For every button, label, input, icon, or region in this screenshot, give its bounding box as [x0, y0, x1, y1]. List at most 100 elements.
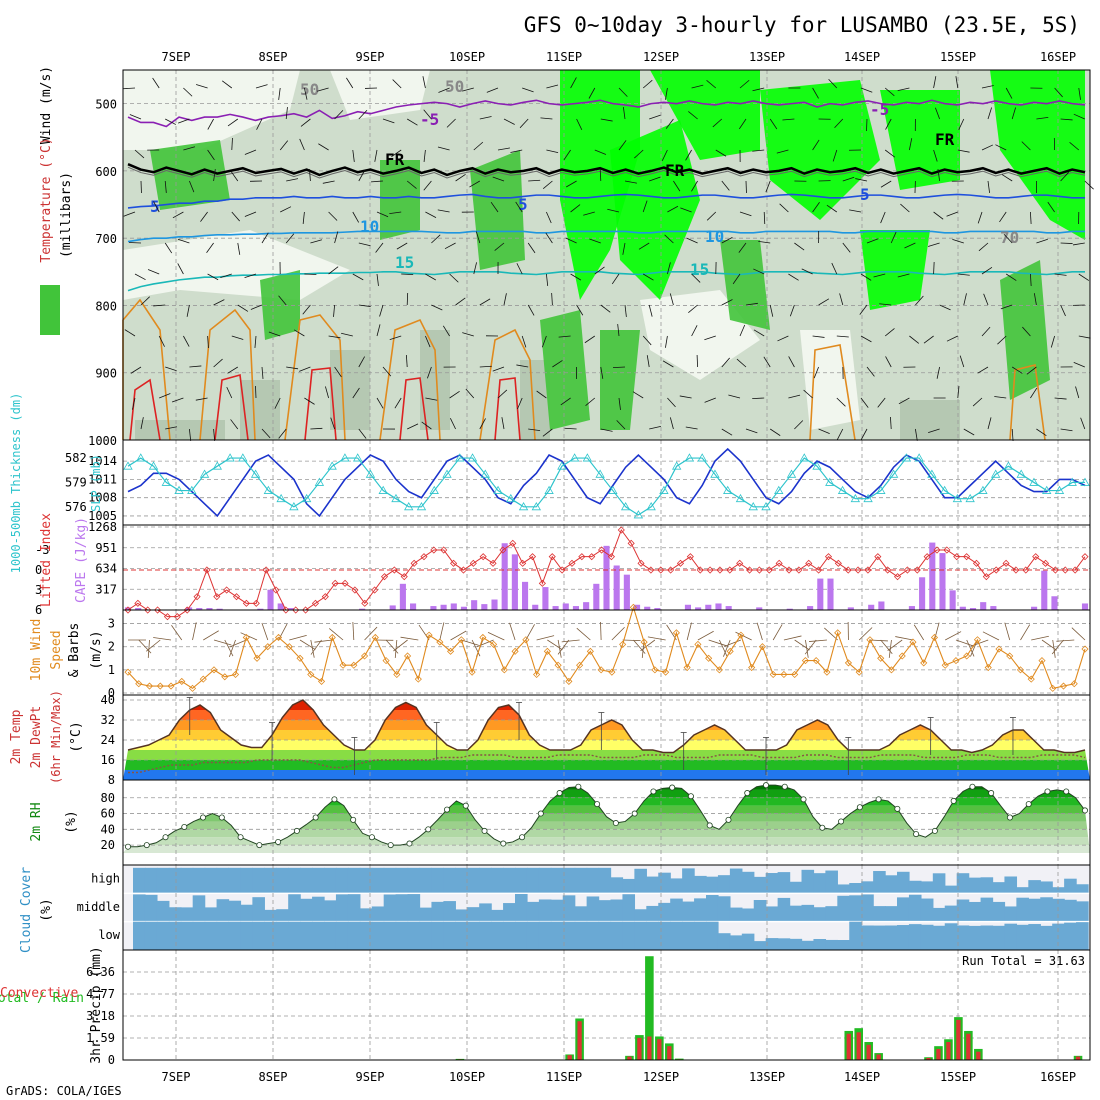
cloud-cell	[359, 921, 373, 950]
lifted-index-point	[262, 566, 270, 574]
wind-barb	[449, 273, 459, 283]
wind10-barb	[224, 639, 234, 657]
wind-barb	[842, 242, 851, 253]
rh-moist-region	[860, 230, 930, 310]
wind-barb	[909, 335, 920, 344]
wind-barb	[375, 242, 384, 253]
wind10-barb	[213, 639, 232, 646]
wind-barb	[497, 389, 508, 399]
cloud-cell	[598, 900, 612, 922]
cloud-cell	[538, 921, 552, 950]
rh-point	[406, 840, 413, 847]
wind-barb	[1030, 273, 1032, 287]
lifted-index-point	[785, 566, 793, 574]
wind-barb	[739, 79, 750, 89]
contour-label: 5	[150, 197, 160, 216]
rh-point	[237, 834, 244, 841]
cape-bar	[827, 578, 834, 610]
bottom-day-label: 7SEP	[162, 1070, 191, 1084]
cape-bar	[277, 603, 284, 610]
wind-barb	[570, 273, 582, 281]
wind-barb	[600, 366, 604, 379]
cloud-level-label: low	[98, 928, 120, 942]
wind10-point	[694, 640, 702, 648]
wind-barb	[285, 233, 295, 244]
wind-barb	[1078, 273, 1090, 281]
wind-barb	[177, 263, 184, 275]
wind-barb	[304, 397, 315, 405]
cloud-cell	[431, 901, 445, 922]
wind-barb	[425, 211, 437, 218]
wind-barb	[836, 428, 844, 440]
wind-barb	[328, 266, 339, 275]
cloud-cell	[228, 867, 242, 894]
wind-barb	[880, 211, 886, 224]
wind10-barb	[982, 631, 1000, 641]
wind-barb	[732, 273, 741, 285]
rh-moist-region	[260, 270, 300, 340]
wind-barb	[200, 211, 208, 222]
precip-conv-bar	[856, 1032, 861, 1060]
wind-barb	[946, 335, 958, 342]
wind-barb	[473, 141, 484, 151]
cloud-cell	[1064, 922, 1077, 950]
top-day-label: 11SEP	[546, 50, 582, 64]
precip-conv-bar	[667, 1046, 672, 1060]
wind-barb	[691, 180, 698, 192]
cape-bar	[359, 608, 366, 610]
wind-barb	[152, 77, 160, 89]
cape-bar	[949, 590, 956, 610]
cape-bar	[410, 603, 417, 610]
wind-barb	[304, 273, 317, 275]
wind-barb	[455, 173, 466, 182]
cloud-cell	[825, 906, 838, 922]
wind-barb	[186, 304, 190, 317]
bottom-day-label: 10SEP	[449, 1070, 485, 1084]
wind10-point	[360, 652, 369, 660]
cloud-cell	[658, 921, 671, 950]
wind-barb	[788, 394, 801, 399]
cloud-cell	[956, 873, 970, 894]
cloud-cell	[1016, 897, 1029, 922]
wind-barb	[285, 107, 288, 120]
wind-barb	[551, 292, 553, 306]
wind-barb	[250, 304, 263, 310]
wind-barb	[890, 416, 892, 430]
lifted-index-point	[479, 553, 487, 561]
cloud-cell	[849, 895, 862, 922]
lifted-index-point	[864, 566, 872, 574]
lifted-index-point	[696, 566, 704, 574]
cloud-cell	[324, 921, 337, 950]
slp-tick: 1014	[88, 454, 117, 468]
lifted-index-point	[134, 599, 142, 607]
wind-barb	[583, 211, 595, 216]
cloud-cell	[144, 867, 158, 894]
wind-barb	[479, 365, 492, 368]
cloud-cell	[192, 921, 206, 950]
wind-barb	[618, 87, 628, 97]
pressure-tick: 600	[95, 165, 117, 179]
run-total-label: Run Total = 31.63	[962, 954, 1085, 968]
wind-barb	[213, 428, 216, 441]
cape-bar	[501, 543, 508, 610]
lifted-index-point	[657, 566, 665, 574]
contour-line-FR	[127, 163, 1086, 177]
cloud-cell	[168, 907, 182, 922]
cloud-cell	[347, 867, 361, 894]
cloud-cell	[228, 921, 242, 950]
wind-barb	[546, 149, 559, 154]
wind10-point	[371, 633, 379, 642]
wind-barb	[302, 304, 311, 315]
cloud-cell	[861, 881, 874, 894]
thickness-point	[608, 485, 618, 494]
thickness-point	[582, 453, 593, 462]
wind-barb	[183, 335, 190, 347]
wind10-point	[307, 670, 315, 679]
wind-barb	[423, 149, 426, 162]
thickness-point	[710, 469, 720, 478]
wind-barb	[189, 180, 195, 193]
cape-bar	[511, 554, 518, 610]
cloud-cell	[455, 867, 468, 894]
rh-point	[331, 796, 338, 803]
wind-barb	[328, 335, 341, 339]
